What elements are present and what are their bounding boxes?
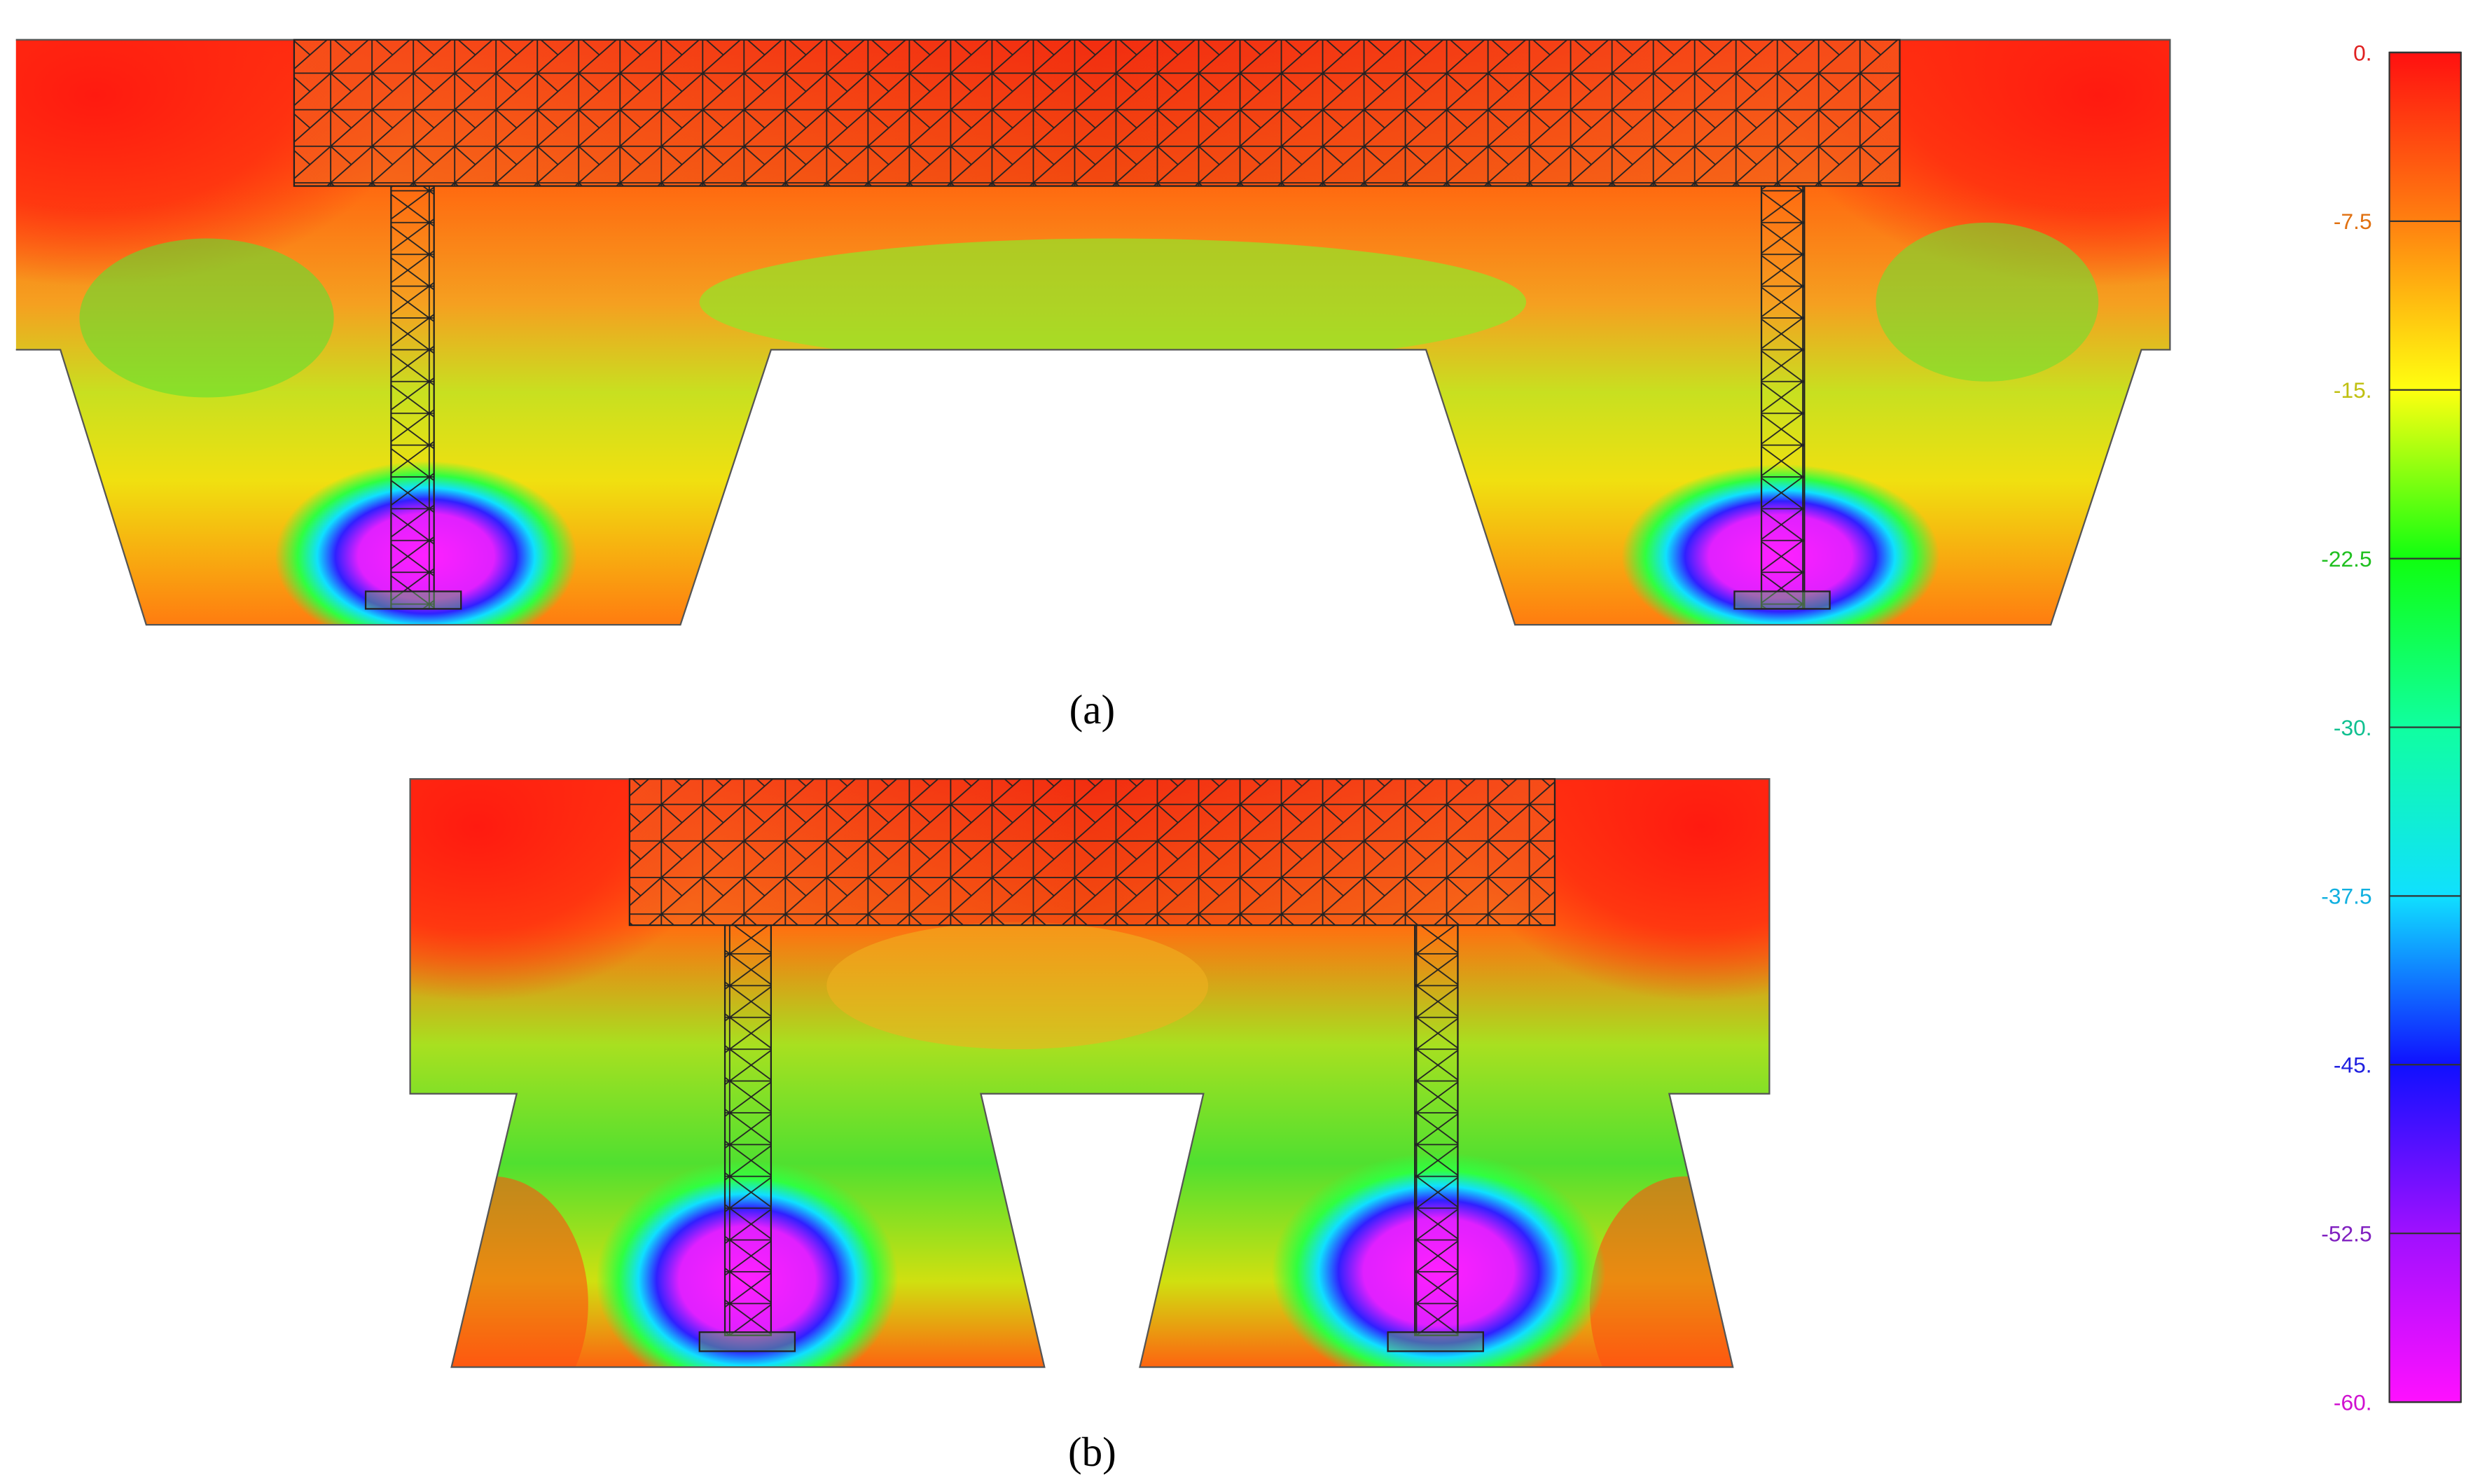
colorbar-tick-label: -60. — [2334, 1389, 2372, 1415]
pile — [1414, 924, 1459, 1336]
panel-label: (b) — [1068, 1429, 1116, 1475]
domain-outline — [15, 39, 2171, 626]
panel-label: (a) — [1069, 686, 1115, 733]
pile-cap — [1733, 590, 1831, 610]
slab-mesh — [628, 778, 1556, 927]
pile — [1760, 185, 1806, 610]
colorbar-tick-label: -52.5 — [2321, 1221, 2371, 1247]
colorbar-tick-label: -45. — [2334, 1053, 2372, 1078]
colorbar-tick-label: -30. — [2334, 715, 2372, 740]
colorbar-ticks: 0. -7.5 -15. -22.5 -30. -37.5 -45. -52.5 -60. — [2321, 40, 2461, 1415]
pile-cap — [364, 590, 462, 610]
domain-outline — [409, 778, 1771, 1368]
slab-mesh — [293, 39, 1901, 187]
contour-b — [410, 779, 1770, 1368]
colorbar-tick-label: -7.5 — [2334, 209, 2372, 234]
colorbar-tick-label: -37.5 — [2321, 884, 2371, 909]
pile-cap — [1387, 1331, 1484, 1352]
colorbar-tick-label: -15. — [2334, 377, 2372, 403]
colorbar-tick-label: -22.5 — [2321, 546, 2371, 571]
pile — [723, 924, 773, 1336]
pile-cap — [698, 1331, 796, 1352]
colorbar-tick-label: 0. — [2353, 40, 2372, 65]
pile — [390, 185, 435, 610]
